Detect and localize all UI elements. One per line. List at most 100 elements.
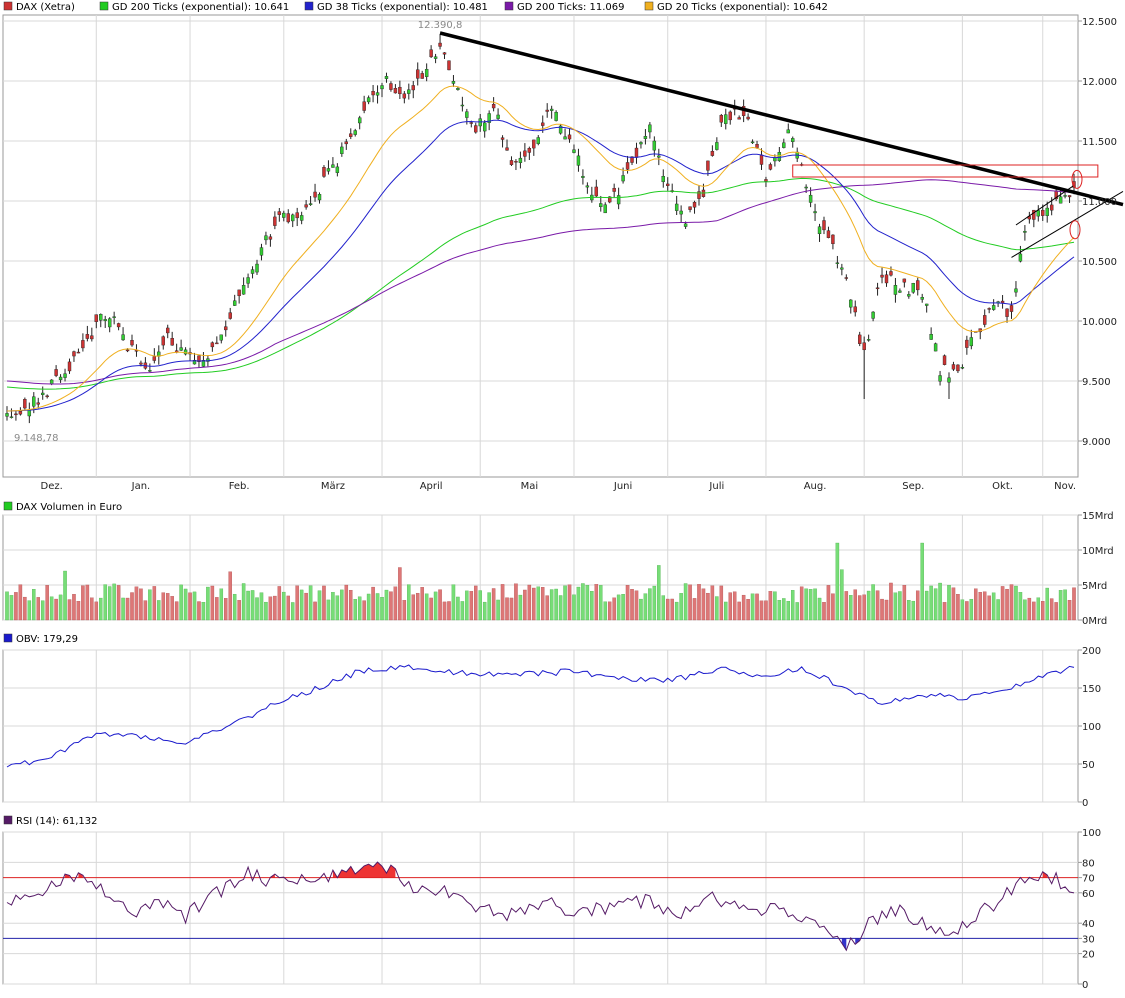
volume-bar [491, 588, 496, 621]
rsi-overbought-fill [332, 862, 396, 878]
candle-down [313, 191, 317, 198]
candle-up [496, 114, 500, 119]
candle-down [844, 277, 849, 279]
volume-bar [1036, 597, 1041, 621]
ema200-line [6, 177, 1075, 390]
volume-bar [581, 583, 585, 621]
candle-down [862, 342, 866, 351]
volume-bar [862, 594, 866, 621]
volume-bar [384, 589, 389, 621]
volume-bar [612, 597, 616, 621]
volume-bar [290, 602, 295, 621]
candle-up [536, 137, 540, 144]
sma200-line [6, 179, 1075, 385]
candle-down [322, 167, 326, 177]
candle-up [724, 114, 728, 124]
volume-bar [719, 585, 724, 621]
volume-bar [813, 588, 817, 621]
candle-down [273, 216, 277, 226]
candle-up [183, 349, 188, 355]
volume-bar [679, 593, 683, 621]
candle-down [161, 336, 165, 346]
candle-up [549, 108, 554, 111]
candle-up [648, 124, 652, 133]
candle-up [456, 88, 460, 90]
rsi-tick-label: 30 [1082, 934, 1095, 945]
volume-bar [1067, 600, 1072, 621]
volume-bar [1072, 587, 1076, 621]
candle-down [389, 83, 393, 90]
volume-bar [790, 590, 795, 621]
volume-bar [496, 599, 500, 621]
candle-up [782, 142, 786, 148]
volume-bar [599, 585, 603, 621]
volume-bar [871, 584, 875, 621]
volume-bar [527, 584, 532, 621]
volume-bar [295, 585, 299, 621]
candle-down [215, 342, 219, 345]
volume-bar [982, 591, 987, 621]
volume-bar [103, 584, 107, 621]
volume-bar [380, 597, 384, 621]
price-tick-label: 11.000 [1082, 197, 1117, 208]
obv-panel [6, 664, 1075, 768]
volume-bar [317, 590, 322, 621]
volume-bar [250, 590, 255, 621]
candle-up [63, 373, 67, 378]
volume-bar [375, 593, 380, 621]
candle-up [652, 140, 657, 151]
highlight-ellipse [1071, 169, 1083, 189]
volume-bar [536, 586, 541, 621]
volume-bar [246, 590, 250, 621]
candle-up [27, 409, 32, 417]
volume-bar [960, 599, 965, 621]
candle-up [1063, 195, 1067, 197]
volume-bar [1000, 586, 1005, 621]
volume-bar [232, 593, 237, 621]
candle-up [259, 247, 264, 256]
candle-up [482, 122, 487, 132]
price-tick-label: 10.500 [1082, 257, 1117, 268]
candle-up [335, 166, 340, 173]
rsi-oversold-fill [841, 938, 847, 951]
rsi-tick-label: 40 [1082, 919, 1095, 930]
volume-bar [299, 589, 304, 621]
candle-up [835, 262, 840, 264]
candle-up [576, 155, 581, 166]
candle-down [344, 141, 348, 145]
volume-bar [398, 567, 402, 621]
candle-up [407, 89, 411, 94]
candle-down [880, 274, 884, 278]
volume-bar [585, 585, 590, 621]
volume-bar [683, 583, 688, 621]
candle-up [241, 285, 246, 295]
volume-tick-label: 5Mrd [1082, 581, 1107, 592]
volume-bar [18, 584, 23, 621]
ema20-line [6, 85, 1075, 412]
volume-bar [777, 600, 782, 621]
volume-bar [991, 592, 996, 621]
candle-down [523, 150, 527, 157]
volume-bar [965, 601, 969, 621]
candle-down [268, 236, 273, 240]
volume-bar [277, 586, 282, 621]
volume-bar [835, 542, 840, 621]
volume-bar [139, 588, 143, 621]
volume-bar [942, 602, 947, 621]
candle-up [232, 300, 237, 306]
volume-bar [688, 584, 692, 621]
candle-down [916, 280, 920, 291]
candle-up [657, 155, 661, 158]
legend-swatch [99, 1, 109, 11]
candle-up [808, 194, 813, 203]
candle-down [81, 340, 85, 349]
volume-bar [625, 585, 630, 621]
price-tick-label: 11.500 [1082, 137, 1117, 148]
volume-bar [978, 592, 982, 621]
month-label: Sep. [902, 481, 924, 492]
volume-bar [630, 589, 634, 621]
candle-up [817, 226, 822, 235]
candle-up [911, 283, 915, 293]
candle-down [692, 201, 697, 208]
candle-down [237, 289, 241, 297]
